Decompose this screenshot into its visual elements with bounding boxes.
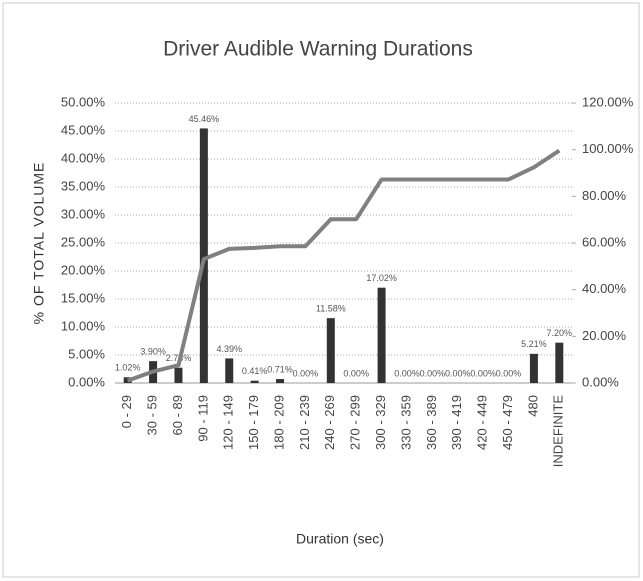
x-tick-label: 270 - 299 bbox=[348, 395, 363, 450]
bar bbox=[276, 379, 285, 383]
y2-tick-label: 40.00% bbox=[582, 281, 627, 296]
y-tick-label: 10.00% bbox=[61, 318, 106, 333]
data-label: 0.00% bbox=[394, 368, 420, 378]
x-tick-label: 420 - 449 bbox=[475, 395, 490, 450]
bar bbox=[250, 380, 259, 383]
x-tick-label: 210 - 239 bbox=[297, 395, 312, 450]
data-label: 0.00% bbox=[470, 368, 496, 378]
y2-tick-label: 100.00% bbox=[582, 141, 634, 156]
x-tick-label: 330 - 359 bbox=[398, 395, 413, 450]
data-label: 4.39% bbox=[216, 344, 242, 354]
data-label: 0.00% bbox=[496, 368, 522, 378]
y-tick-label: 45.00% bbox=[61, 122, 106, 137]
bar bbox=[529, 353, 538, 383]
y-tick-label: 20.00% bbox=[61, 262, 106, 277]
data-label: 0.41% bbox=[242, 366, 268, 376]
data-label: 5.21% bbox=[521, 339, 547, 349]
y-axis-label: % OF TOTAL VOLUME bbox=[31, 162, 47, 325]
data-label: 11.58% bbox=[316, 304, 346, 314]
data-label: 0.00% bbox=[293, 368, 319, 378]
x-tick-label: 180 - 209 bbox=[271, 395, 286, 450]
data-label: 0.00% bbox=[343, 368, 369, 378]
x-tick-label: 480 bbox=[525, 395, 540, 417]
x-tick-label: 360 - 389 bbox=[424, 395, 439, 450]
y-tick-label: 35.00% bbox=[61, 178, 106, 193]
x-tick-label: 90 - 119 bbox=[195, 395, 210, 442]
y-tick-label: 40.00% bbox=[61, 150, 106, 165]
x-tick-label: 450 - 479 bbox=[500, 395, 515, 450]
y2-tick-label: 0.00% bbox=[582, 374, 619, 389]
y2-tick-label: 60.00% bbox=[582, 234, 627, 249]
x-tick-label: 300 - 329 bbox=[373, 395, 388, 450]
x-tick-label: 150 - 179 bbox=[246, 395, 261, 450]
chart-title: Driver Audible Warning Durations bbox=[163, 38, 473, 61]
bar bbox=[199, 128, 208, 383]
x-tick-label: INDEFINITE bbox=[551, 395, 566, 468]
x-tick-label: 60 - 89 bbox=[170, 395, 185, 435]
data-label: 17.02% bbox=[366, 273, 397, 283]
data-label: 7.20% bbox=[547, 328, 573, 338]
bar bbox=[225, 358, 234, 383]
y-tick-label: 25.00% bbox=[61, 234, 106, 249]
x-tick-label: 390 - 419 bbox=[449, 395, 464, 450]
x-tick-label: 120 - 149 bbox=[221, 395, 236, 450]
y2-tick-label: 80.00% bbox=[582, 188, 627, 203]
data-label: 1.02% bbox=[115, 363, 141, 373]
y-tick-label: 30.00% bbox=[61, 206, 106, 221]
cumulative-line bbox=[127, 148, 561, 383]
y2-tick-label: 120.00% bbox=[582, 94, 634, 109]
data-label: 0.00% bbox=[420, 368, 446, 378]
bar bbox=[377, 287, 386, 383]
x-tick-label: 240 - 269 bbox=[322, 395, 337, 450]
x-axis-label: Duration (sec) bbox=[296, 531, 384, 547]
data-label: 0.00% bbox=[445, 368, 471, 378]
bar bbox=[326, 318, 335, 383]
x-tick-label: 0 - 29 bbox=[119, 395, 134, 428]
y-tick-label: 5.00% bbox=[68, 346, 105, 361]
bar bbox=[555, 342, 564, 383]
y-tick-label: 15.00% bbox=[61, 290, 106, 305]
data-label: 45.46% bbox=[189, 114, 220, 124]
y2-tick-label: 20.00% bbox=[582, 328, 627, 343]
y-tick-label: 0.00% bbox=[68, 374, 105, 389]
data-label: 3.90% bbox=[140, 347, 166, 357]
data-label: 0.71% bbox=[267, 364, 293, 374]
x-tick-label: 30 - 59 bbox=[145, 395, 160, 435]
y-tick-label: 50.00% bbox=[61, 94, 106, 109]
bar bbox=[174, 367, 183, 383]
